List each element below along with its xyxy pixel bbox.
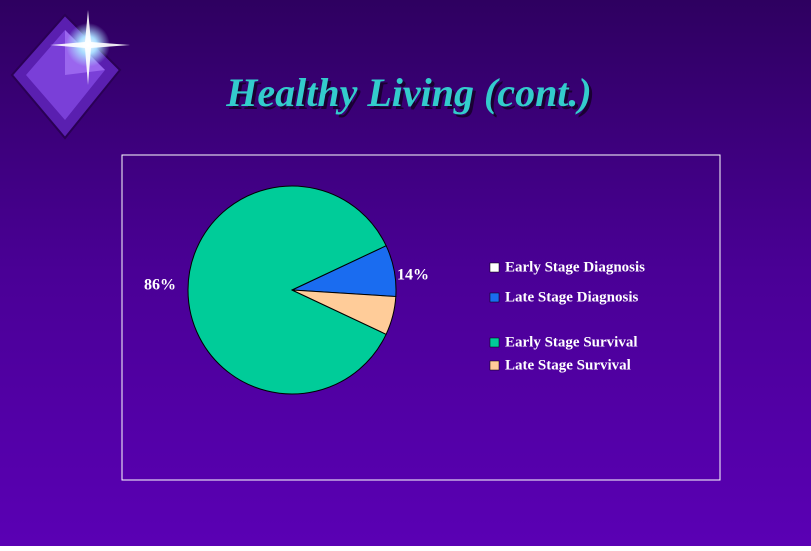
legend-label: Early Stage Survival	[505, 334, 638, 350]
data-label: 86%	[144, 277, 176, 294]
legend-label: Early Stage Diagnosis	[505, 259, 645, 275]
annotation: 14%	[397, 267, 429, 284]
slide: Healthy Living (cont.) Healthy Living (c…	[0, 0, 811, 546]
legend-swatch	[490, 361, 499, 370]
page: {"chart_data": { "type": "pie", "title":…	[0, 0, 811, 546]
legend-label: Late Stage Survival	[505, 357, 631, 373]
legend-label: Late Stage Diagnosis	[505, 289, 639, 305]
chart-title: Healthy Living (cont.)	[225, 70, 592, 115]
legend-swatch	[490, 263, 499, 272]
legend-swatch	[490, 293, 499, 302]
legend-swatch	[490, 338, 499, 347]
